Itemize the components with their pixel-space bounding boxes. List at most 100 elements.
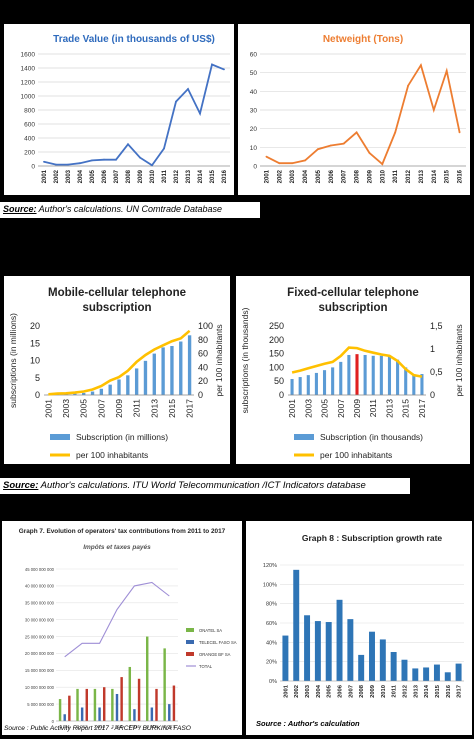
source-text: Source : Public Activity Report 2017 - A… bbox=[4, 725, 191, 732]
x-tick-label: 2011 bbox=[162, 169, 168, 183]
x-tick-label: 2 013 bbox=[94, 724, 106, 729]
bar bbox=[155, 688, 158, 721]
x-tick-label: 2017 bbox=[417, 399, 427, 418]
y2-tick-label: 0,5 bbox=[430, 367, 443, 377]
y-tick-label: 5 bbox=[35, 373, 40, 383]
bar bbox=[306, 375, 310, 395]
x-tick-label: 2002 bbox=[277, 169, 283, 183]
x-tick-label: 2009 bbox=[367, 169, 373, 183]
x-tick-label: 2009 bbox=[114, 399, 124, 418]
x-tick-label: 2 012 bbox=[77, 724, 89, 729]
bar bbox=[455, 663, 462, 681]
bar bbox=[152, 353, 156, 395]
bar bbox=[134, 368, 139, 395]
x-tick-label: 2012 bbox=[402, 685, 408, 698]
y-tick-label: 400 bbox=[24, 136, 35, 143]
x-tick-label: 2 016 bbox=[146, 724, 158, 729]
y-tick-label: 120% bbox=[263, 563, 277, 569]
data-point bbox=[163, 147, 165, 150]
bar bbox=[150, 707, 154, 721]
x-tick-label: 2008 bbox=[355, 169, 361, 183]
x-tick-label: 2005 bbox=[320, 399, 330, 418]
bar bbox=[290, 378, 294, 395]
chart-title: Netweight (Tons) bbox=[323, 34, 403, 45]
bar bbox=[347, 354, 351, 395]
x-tick-label: 2014 bbox=[432, 169, 438, 183]
bar bbox=[325, 622, 332, 681]
x-tick-label: 2011 bbox=[393, 169, 399, 183]
x-tick-label: 2004 bbox=[316, 684, 322, 698]
data-point bbox=[329, 144, 332, 147]
y-tick-label: 10 bbox=[30, 356, 40, 366]
chart-title: subscription bbox=[82, 302, 151, 314]
legend-label: ORANGE BF SA bbox=[199, 652, 231, 657]
legend-swatch bbox=[50, 434, 70, 440]
data-point bbox=[79, 162, 81, 165]
legend-swatch bbox=[294, 434, 314, 440]
bar bbox=[314, 621, 321, 681]
bar bbox=[187, 335, 192, 395]
legend-swatch bbox=[186, 640, 194, 644]
bar bbox=[358, 654, 365, 681]
bar bbox=[126, 375, 130, 395]
series-line bbox=[48, 329, 191, 396]
trade-value-chart: Trade Value (in thousands of US$) 0 200 400… bbox=[21, 34, 230, 183]
y-tick-label: 250 bbox=[269, 321, 284, 331]
x-tick-label: 2001 bbox=[283, 684, 289, 698]
bar bbox=[179, 341, 183, 395]
bar bbox=[99, 388, 104, 395]
bar bbox=[76, 688, 79, 721]
legend-swatch bbox=[186, 652, 194, 656]
y-tick-label: 1400 bbox=[21, 66, 36, 73]
trade-value-panel: Trade Value (in thousands of US$) 0 200 400… bbox=[4, 24, 234, 195]
fixed-subscription-chart: Fixed-cellular telephone subscription 0 50 1… bbox=[240, 287, 464, 460]
y-tick-label: 40% bbox=[266, 640, 277, 646]
x-tick-label: 2007 bbox=[336, 399, 346, 418]
bar bbox=[90, 391, 95, 395]
data-point bbox=[151, 164, 153, 167]
bar bbox=[93, 688, 97, 721]
source-text: Author's calculations. ITU World Telecom… bbox=[38, 480, 366, 491]
data-point bbox=[187, 88, 189, 90]
x-tick-label: 2013 bbox=[149, 399, 159, 418]
legend-label: ONATEL SA bbox=[199, 628, 222, 633]
y-tick-label: 30 bbox=[250, 108, 258, 115]
data-point bbox=[432, 109, 435, 111]
bar bbox=[111, 688, 114, 721]
bar bbox=[117, 379, 121, 395]
bar bbox=[379, 355, 383, 395]
data-point bbox=[317, 148, 319, 151]
data-point bbox=[458, 131, 461, 134]
legend-label: Subscription (in millions) bbox=[76, 432, 168, 442]
legend-label: TELECEL FASO SA bbox=[199, 640, 237, 645]
bar bbox=[163, 648, 166, 721]
bar bbox=[401, 659, 408, 681]
bar bbox=[387, 356, 392, 395]
data-point bbox=[368, 152, 371, 154]
y2-tick-label: 60 bbox=[198, 349, 208, 359]
x-tick-label: 2001 bbox=[287, 399, 297, 418]
bar bbox=[433, 664, 440, 681]
x-tick-label: 2007 bbox=[96, 399, 106, 418]
data-point bbox=[175, 100, 177, 103]
y2-axis-label: per 100 inhabitants bbox=[214, 324, 224, 396]
bar bbox=[82, 392, 86, 395]
x-tick-label: 2005 bbox=[316, 169, 322, 183]
y-tick-label: 20 bbox=[250, 126, 258, 133]
y-tick-label: 20% bbox=[266, 660, 277, 666]
bar bbox=[369, 631, 375, 681]
x-tick-label: 2007 bbox=[348, 685, 354, 698]
y-tick-label: 15 000 000 000 bbox=[25, 668, 55, 673]
data-point bbox=[381, 163, 384, 166]
legend-label: TOTAL bbox=[199, 664, 213, 669]
series-line bbox=[265, 63, 461, 166]
bar bbox=[304, 615, 311, 681]
bar bbox=[347, 619, 354, 681]
y-tick-label: 200 bbox=[24, 150, 35, 157]
source-label: Source: bbox=[3, 204, 37, 214]
subscription-growth-chart: Graph 8 : Subscription growth rate 0% 20% 4… bbox=[256, 533, 464, 728]
bar bbox=[85, 688, 88, 721]
x-tick-label: 2013 bbox=[419, 169, 425, 183]
data-point bbox=[91, 159, 93, 162]
x-tick-label: 2002 bbox=[54, 169, 60, 183]
